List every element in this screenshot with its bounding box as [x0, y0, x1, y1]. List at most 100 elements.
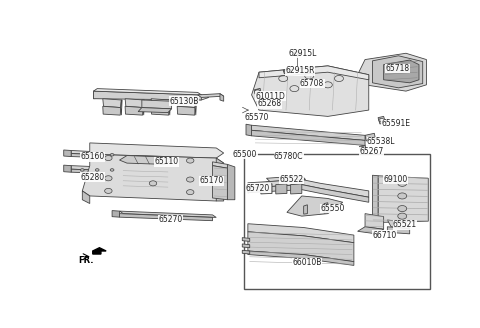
- Polygon shape: [151, 106, 169, 115]
- Polygon shape: [254, 88, 261, 94]
- Text: 65720: 65720: [246, 184, 270, 193]
- Polygon shape: [94, 91, 209, 100]
- Polygon shape: [358, 53, 426, 91]
- Polygon shape: [372, 56, 423, 88]
- Polygon shape: [83, 154, 224, 201]
- Circle shape: [186, 177, 194, 182]
- Polygon shape: [177, 99, 196, 108]
- Text: 65550: 65550: [321, 204, 345, 213]
- Circle shape: [398, 193, 407, 199]
- Polygon shape: [257, 97, 264, 102]
- Polygon shape: [387, 220, 410, 229]
- Text: 62915L: 62915L: [289, 49, 317, 58]
- Polygon shape: [246, 124, 252, 136]
- Polygon shape: [120, 214, 213, 221]
- Polygon shape: [324, 203, 328, 213]
- Circle shape: [110, 154, 114, 156]
- Polygon shape: [261, 184, 272, 194]
- Polygon shape: [242, 237, 250, 241]
- Polygon shape: [290, 184, 302, 194]
- Polygon shape: [143, 100, 144, 115]
- Circle shape: [105, 188, 112, 194]
- Text: 65521: 65521: [393, 220, 417, 230]
- Polygon shape: [195, 100, 196, 115]
- Text: 65708: 65708: [300, 79, 324, 88]
- Circle shape: [81, 169, 84, 171]
- Polygon shape: [103, 99, 121, 108]
- Circle shape: [105, 155, 112, 161]
- Circle shape: [110, 169, 114, 171]
- Circle shape: [149, 181, 156, 186]
- Polygon shape: [125, 106, 143, 115]
- Polygon shape: [283, 69, 290, 74]
- Text: 65500: 65500: [233, 150, 257, 159]
- Polygon shape: [384, 60, 419, 83]
- Polygon shape: [93, 248, 106, 254]
- Text: 65270: 65270: [158, 215, 183, 224]
- Polygon shape: [276, 184, 287, 194]
- Text: 65160: 65160: [81, 152, 105, 161]
- Polygon shape: [120, 211, 216, 217]
- Polygon shape: [213, 166, 228, 200]
- Circle shape: [398, 206, 407, 212]
- Text: 65522: 65522: [279, 175, 304, 184]
- Polygon shape: [248, 232, 354, 262]
- Text: 65538L: 65538L: [367, 137, 396, 146]
- Polygon shape: [360, 145, 366, 152]
- Polygon shape: [378, 176, 428, 222]
- Circle shape: [105, 176, 112, 181]
- Polygon shape: [90, 143, 224, 158]
- Text: FR.: FR.: [78, 256, 93, 265]
- Polygon shape: [198, 94, 224, 97]
- Polygon shape: [64, 165, 71, 172]
- Polygon shape: [259, 66, 369, 80]
- Polygon shape: [83, 191, 90, 203]
- Polygon shape: [365, 133, 375, 141]
- Text: 65110: 65110: [155, 157, 179, 166]
- Polygon shape: [242, 250, 250, 254]
- Polygon shape: [372, 175, 378, 222]
- Text: 66710: 66710: [372, 231, 397, 239]
- Circle shape: [96, 154, 99, 156]
- Text: 62915R: 62915R: [285, 67, 314, 75]
- Text: 65170: 65170: [200, 176, 224, 185]
- Text: 65591E: 65591E: [382, 119, 411, 129]
- Polygon shape: [248, 251, 354, 265]
- Polygon shape: [94, 89, 202, 95]
- Polygon shape: [358, 227, 384, 234]
- Polygon shape: [287, 196, 343, 216]
- Polygon shape: [242, 244, 250, 248]
- Circle shape: [398, 213, 407, 219]
- Polygon shape: [169, 100, 170, 115]
- Polygon shape: [138, 108, 172, 113]
- Polygon shape: [252, 66, 369, 116]
- Polygon shape: [71, 154, 131, 158]
- Polygon shape: [248, 179, 369, 197]
- Polygon shape: [266, 179, 302, 185]
- Polygon shape: [103, 106, 120, 115]
- Polygon shape: [120, 100, 122, 115]
- Polygon shape: [294, 51, 300, 55]
- Polygon shape: [216, 158, 224, 201]
- Circle shape: [81, 154, 84, 156]
- Text: 65280: 65280: [81, 173, 105, 181]
- Polygon shape: [64, 150, 71, 156]
- Polygon shape: [228, 164, 235, 200]
- Circle shape: [398, 180, 407, 186]
- Text: 65570: 65570: [244, 113, 268, 122]
- Polygon shape: [71, 151, 131, 156]
- Text: 65130B: 65130B: [170, 97, 199, 106]
- Text: 65268: 65268: [257, 99, 281, 108]
- Polygon shape: [112, 211, 120, 217]
- Polygon shape: [365, 214, 384, 229]
- Polygon shape: [248, 185, 369, 202]
- Polygon shape: [387, 227, 410, 234]
- Polygon shape: [220, 94, 224, 101]
- Bar: [244, 154, 430, 289]
- Polygon shape: [248, 224, 354, 243]
- Polygon shape: [252, 125, 365, 140]
- Text: 65267: 65267: [360, 147, 384, 156]
- Polygon shape: [252, 130, 365, 145]
- Polygon shape: [304, 205, 307, 214]
- Circle shape: [186, 158, 194, 163]
